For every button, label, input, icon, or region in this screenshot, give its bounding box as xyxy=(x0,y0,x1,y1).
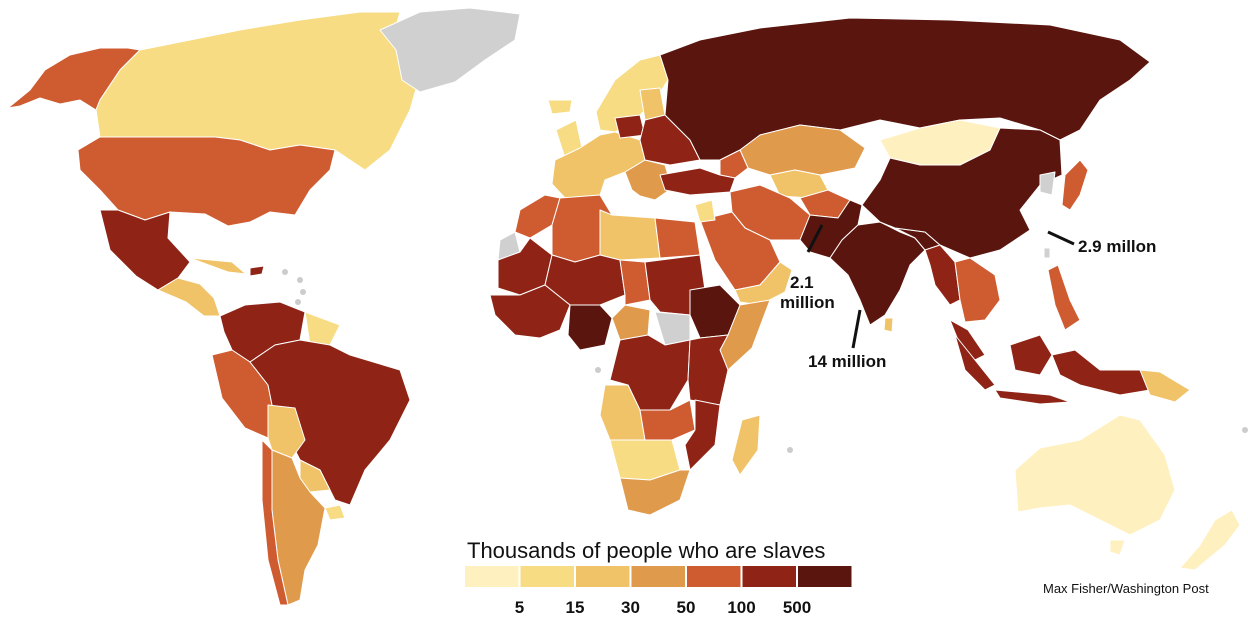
country-egypt xyxy=(655,218,700,258)
country-baltic xyxy=(640,88,665,120)
island-dot xyxy=(295,299,301,305)
country-java xyxy=(995,390,1070,404)
china-label: 2.9 millon xyxy=(1078,237,1156,256)
country-new-zealand xyxy=(1180,510,1240,570)
island-dot xyxy=(297,277,303,283)
legend-swatch xyxy=(576,566,630,587)
country-myanmar xyxy=(925,245,960,305)
country-indonesia-east xyxy=(1052,350,1150,395)
country-mexico xyxy=(100,210,190,290)
legend-title: Thousands of people who are slaves xyxy=(467,538,825,563)
country-taiwan xyxy=(1044,248,1050,258)
credit-line: Max Fisher/Washington Post xyxy=(1043,581,1209,596)
legend-tick-label: 500 xyxy=(783,598,811,617)
legend-swatch xyxy=(743,566,797,587)
country-guianas xyxy=(305,312,340,345)
legend-swatch xyxy=(687,566,741,587)
legend-swatch xyxy=(632,566,686,587)
country-japan xyxy=(1062,160,1088,210)
island-dot xyxy=(282,269,288,275)
country-uruguay xyxy=(325,505,345,520)
country-libya xyxy=(600,210,660,260)
island-dot xyxy=(787,447,793,453)
china-callout-line xyxy=(1048,232,1074,244)
legend-tick-label: 15 xyxy=(566,598,585,617)
legend-swatch xyxy=(521,566,575,587)
legend-swatch xyxy=(465,566,519,587)
country-madagascar xyxy=(732,415,760,475)
india-label: 14 million xyxy=(808,352,886,371)
legend-ticks: 5 15 30 50 100 500 xyxy=(515,598,811,617)
country-poland xyxy=(615,115,645,138)
country-iceland xyxy=(548,100,572,114)
country-cameroon xyxy=(612,305,650,340)
island-dot xyxy=(300,289,306,295)
pakistan-label-line1: 2.1 xyxy=(790,273,814,292)
country-australia xyxy=(1015,415,1175,535)
country-philippines xyxy=(1048,265,1080,330)
pakistan-label-line2: million xyxy=(780,293,835,312)
legend-swatches xyxy=(465,566,852,587)
country-indochina xyxy=(955,258,1000,322)
country-haiti xyxy=(250,266,264,276)
legend-tick-label: 5 xyxy=(515,598,524,617)
country-south-sudan-car xyxy=(655,312,690,345)
country-borneo xyxy=(1010,335,1052,375)
legend-tick-label: 100 xyxy=(727,598,755,617)
country-tasmania xyxy=(1110,540,1125,555)
legend-swatch xyxy=(798,566,852,587)
island-dot xyxy=(595,367,601,373)
legend-tick-label: 50 xyxy=(677,598,696,617)
india-callout-line xyxy=(853,310,860,348)
country-cuba xyxy=(190,258,246,274)
country-korea xyxy=(1040,172,1055,195)
legend-tick-label: 30 xyxy=(621,598,640,617)
country-east-africa xyxy=(688,335,728,405)
island-dot xyxy=(1242,427,1248,433)
country-nigeria xyxy=(568,305,612,350)
country-israel-jordan xyxy=(695,200,715,222)
country-png xyxy=(1140,370,1190,402)
country-sri-lanka xyxy=(884,318,893,332)
country-india xyxy=(830,222,925,325)
